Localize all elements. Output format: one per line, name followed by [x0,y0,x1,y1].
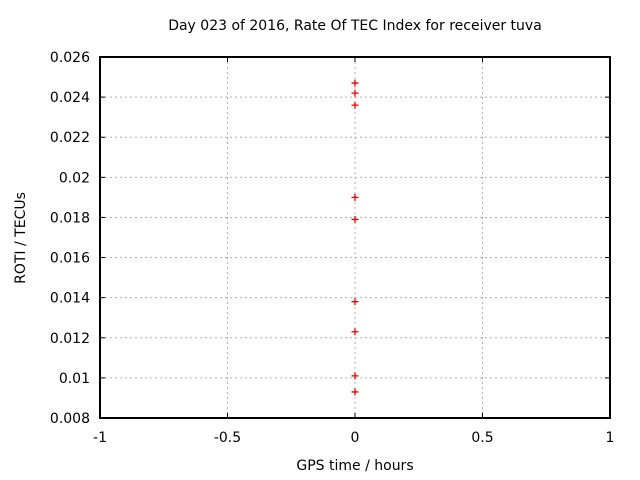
plot-border [99,56,611,419]
data-point-marker [351,89,359,97]
x-tick-label: -1 [93,430,107,446]
data-point-marker [351,328,359,336]
y-tick-label: 0.008 [50,411,90,427]
data-point-marker [351,298,359,306]
y-axis-title: ROTI / TECUs [13,192,29,284]
data-point-marker [351,215,359,223]
x-tick-label: 0.5 [471,430,493,446]
data-point-marker [351,101,359,109]
y-tick-label: 0.022 [50,130,90,146]
y-tick-label: 0.026 [50,50,90,66]
x-axis-title: GPS time / hours [296,458,413,474]
tick-labels: -1 -0.5 0 0.5 1 0.008 0.01 0.012 0.014 0.016 0.018… [50,50,615,446]
data-point-marker [351,372,359,380]
chart-title: Day 023 of 2016, Rate Of TEC Index for r… [168,18,542,34]
y-tick-label: 0.01 [59,371,90,387]
data-points [351,79,359,396]
data-point-marker [351,193,359,201]
y-tick-label: 0.02 [59,170,90,186]
grid-lines [100,57,610,418]
data-point-marker [351,79,359,87]
y-tick-label: 0.024 [50,90,90,106]
x-tick-label: 1 [606,430,615,446]
y-tick-label: 0.018 [50,210,90,226]
y-tick-label: 0.016 [50,251,90,267]
y-tick-label: 0.012 [50,331,90,347]
data-point-marker [351,388,359,396]
y-tick-label: 0.014 [50,291,90,307]
x-tick-label: -0.5 [214,430,241,446]
x-tick-label: 0 [351,430,360,446]
